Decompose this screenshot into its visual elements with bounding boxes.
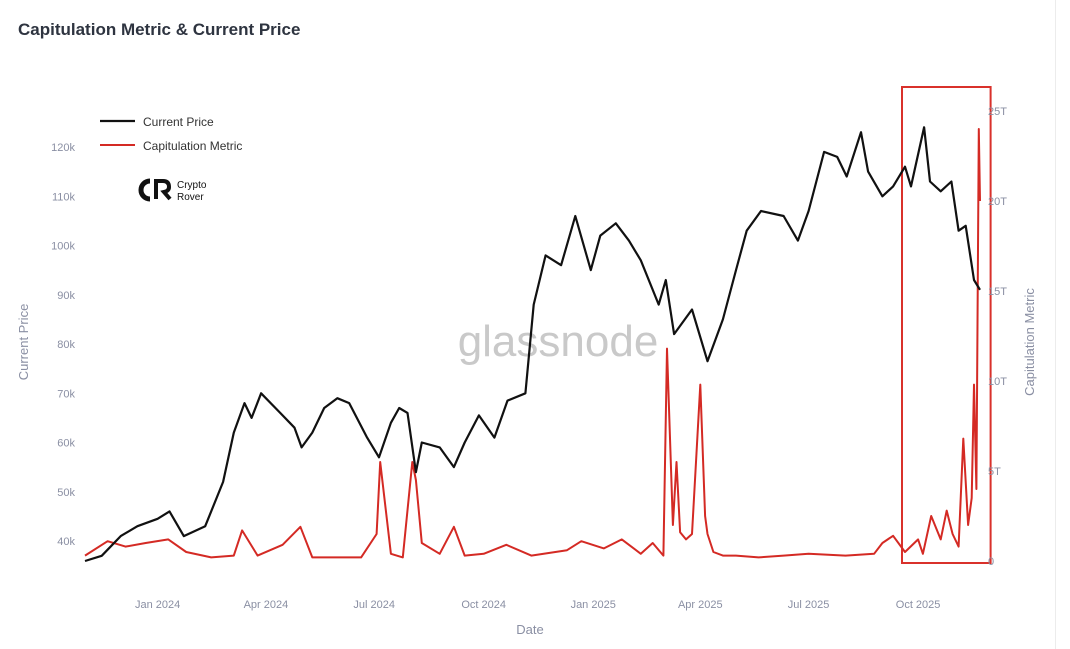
y-left-tick-label: 80k: [57, 339, 75, 351]
y-left-tick-labels: 40k 50k 60k 70k 80k 90k 100k 110k 120k: [51, 142, 75, 548]
x-tick-label: Apr 2024: [244, 599, 289, 611]
capitulation-line: [84, 128, 981, 559]
legend-price-label: Current Price: [143, 115, 214, 129]
watermark: glassnode: [458, 317, 659, 366]
crypto-rover-logo-mark: [154, 179, 172, 201]
x-tick-label: Apr 2025: [678, 599, 723, 611]
y-left-axis-label: Current Price: [16, 304, 31, 381]
legend: Current Price Capitulation Metric: [100, 115, 242, 153]
page-title: Capitulation Metric & Current Price: [18, 20, 301, 39]
crypto-rover-logo: Crypto Rover: [138, 178, 207, 203]
x-tick-label: Jan 2025: [571, 599, 616, 611]
x-tick-label: Jul 2024: [353, 599, 395, 611]
x-tick-label: Jul 2025: [788, 599, 830, 611]
y-right-tick-label: 0: [988, 556, 994, 568]
y-right-tick-label: 5T: [988, 466, 1001, 478]
y-left-tick-label: 120k: [51, 142, 75, 154]
y-right-tick-label: 25T: [988, 106, 1007, 118]
y-left-tick-label: 50k: [57, 487, 75, 499]
y-right-tick-labels: 0 5T 10T 15T 20T 25T: [988, 106, 1007, 568]
legend-capitulation-label: Capitulation Metric: [143, 139, 242, 153]
y-right-tick-label: 15T: [988, 286, 1007, 298]
x-tick-labels: Jan 2024 Apr 2024 Jul 2024 Oct 2024 Jan 2025…: [135, 599, 940, 611]
x-tick-label: Oct 2025: [896, 599, 941, 611]
panel-divider: [1055, 0, 1056, 649]
crypto-rover-logo-icon: [138, 178, 151, 202]
y-left-tick-label: 60k: [57, 438, 75, 450]
y-left-tick-label: 40k: [57, 536, 75, 548]
y-right-axis-label: Capitulation Metric: [1022, 288, 1037, 396]
y-left-tick-label: 90k: [57, 290, 75, 302]
y-right-tick-label: 10T: [988, 376, 1007, 388]
x-axis-label: Date: [516, 622, 543, 637]
y-right-tick-label: 20T: [988, 196, 1007, 208]
y-left-tick-label: 70k: [57, 388, 75, 400]
price-line: [84, 126, 981, 563]
y-left-tick-label: 110k: [52, 191, 76, 203]
x-tick-label: Jan 2024: [135, 599, 180, 611]
highlight-box: [901, 86, 992, 564]
brand-line-1: Crypto: [177, 180, 207, 191]
x-tick-label: Oct 2024: [461, 599, 506, 611]
y-left-tick-label: 100k: [51, 241, 75, 253]
brand-line-2: Rover: [177, 192, 204, 203]
